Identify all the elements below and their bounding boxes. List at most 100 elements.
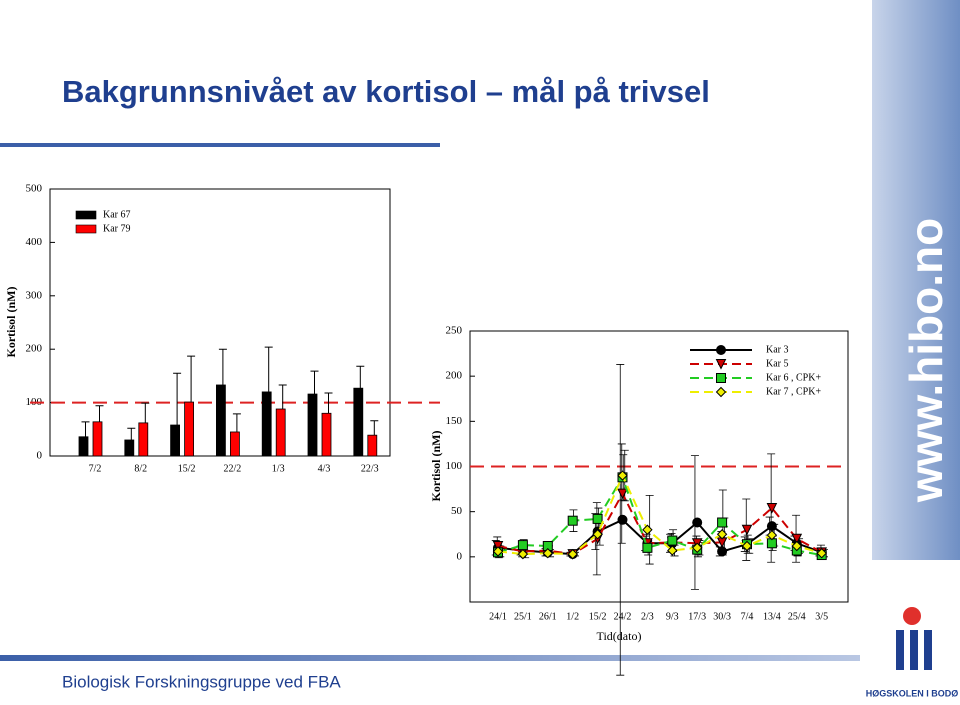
bar: [353, 387, 364, 457]
legend-marker: [716, 373, 726, 383]
y-tick-label: 400: [26, 236, 43, 248]
error-bar: [141, 402, 150, 423]
marker: [567, 515, 578, 526]
bar: [215, 384, 226, 457]
marker: [717, 517, 728, 528]
error-bar: [127, 427, 136, 440]
x-tick-label: 1/3: [272, 463, 285, 474]
x-tick-label: 25/4: [788, 611, 806, 622]
error-bar: [356, 365, 365, 389]
y-tick-label: 150: [446, 415, 463, 427]
bar: [184, 401, 195, 457]
slide-title: Bakgrunnsnivået av kortisol – mål på tri…: [62, 74, 710, 109]
x-tick-label: 24/1: [489, 611, 507, 622]
x-tick-label: 4/3: [318, 463, 331, 474]
x-tick-label: 1/2: [566, 611, 579, 622]
marker: [492, 540, 504, 552]
marker: [766, 503, 778, 514]
marker: [791, 540, 803, 552]
series-line: [497, 491, 823, 556]
bar: [321, 412, 332, 457]
x-tick-label: 8/2: [134, 463, 147, 474]
y-tick-label: 0: [37, 450, 43, 462]
bar: [307, 393, 318, 457]
marker: [517, 548, 529, 560]
marker: [816, 548, 827, 559]
x-tick-label: 30/3: [713, 611, 731, 622]
x-tick-label: 9/3: [666, 611, 679, 622]
y-tick-label: 500: [26, 183, 43, 195]
y-axis-label: Kortisol (nM): [429, 431, 443, 502]
error-bar: [310, 370, 319, 395]
bar: [138, 422, 149, 457]
legend-marker: [716, 345, 726, 355]
x-tick-label: 15/2: [178, 463, 196, 474]
marker: [717, 546, 728, 557]
legend-label: Kar 5: [766, 358, 789, 369]
error-bar: [232, 413, 241, 432]
error-bar: [324, 392, 333, 414]
marker: [642, 524, 653, 535]
x-tick-label: 2/3: [641, 611, 654, 622]
y-tick-label: 250: [446, 325, 463, 337]
bar: [229, 431, 240, 457]
error-bar: [218, 348, 227, 385]
x-axis-label: Tid(dato): [597, 629, 642, 643]
marker: [617, 470, 628, 481]
y-tick-label: 300: [26, 289, 43, 301]
legend-swatch: [75, 224, 97, 234]
x-tick-label: 7/2: [89, 463, 102, 474]
legend-label: Kar 79: [103, 223, 131, 234]
x-tick-label: 13/4: [763, 611, 781, 622]
marker: [567, 548, 578, 560]
legend-label: Kar 3: [766, 344, 789, 355]
x-tick-label: 24/2: [614, 611, 632, 622]
error-bar: [370, 420, 379, 436]
marker: [692, 517, 703, 528]
bar: [261, 391, 272, 457]
marker: [542, 548, 554, 559]
legend-label: Kar 6 , CPK+: [766, 372, 821, 383]
footer-rule: [0, 655, 860, 661]
x-tick-label: 17/3: [688, 611, 706, 622]
side-panel: [872, 0, 960, 560]
marker: [716, 529, 728, 540]
legend-label: Kar 67: [103, 209, 131, 220]
legend-swatch: [75, 210, 97, 220]
error-bar: [264, 346, 273, 392]
bar: [92, 421, 103, 457]
y-axis-label: Kortisol (nM): [4, 287, 18, 358]
error-bar: [278, 384, 287, 410]
error-bar: [95, 405, 104, 422]
marker: [617, 488, 628, 500]
marker: [691, 542, 703, 554]
series-line: [497, 473, 822, 556]
x-tick-label: 22/2: [224, 463, 242, 474]
y-tick-label: 50: [451, 505, 463, 517]
error-bar: [187, 355, 196, 403]
legend-label: Kar 7 , CPK+: [766, 386, 821, 397]
x-tick-label: 22/3: [361, 463, 379, 474]
marker: [667, 545, 678, 556]
marker: [642, 542, 653, 553]
marker: [617, 514, 628, 525]
logo: HØGSKOLEN I BODØ: [866, 607, 959, 698]
legend-marker: [715, 359, 727, 370]
marker: [741, 540, 753, 552]
marker: [592, 513, 603, 524]
title-rule: [0, 143, 440, 147]
logo-text: HØGSKOLEN I BODØ: [866, 688, 959, 698]
marker: [667, 535, 678, 546]
marker: [492, 546, 504, 557]
bar: [78, 436, 89, 457]
y-tick-label: 200: [26, 343, 43, 355]
y-tick-label: 100: [446, 460, 463, 472]
error-bar: [173, 372, 182, 426]
marker: [592, 529, 603, 540]
footer: Biologisk Forskningsgruppe ved FBA: [62, 672, 341, 691]
legend-marker: [715, 386, 727, 398]
x-tick-label: 7/4: [741, 611, 754, 622]
y-tick-label: 200: [446, 370, 463, 382]
marker: [766, 529, 778, 541]
